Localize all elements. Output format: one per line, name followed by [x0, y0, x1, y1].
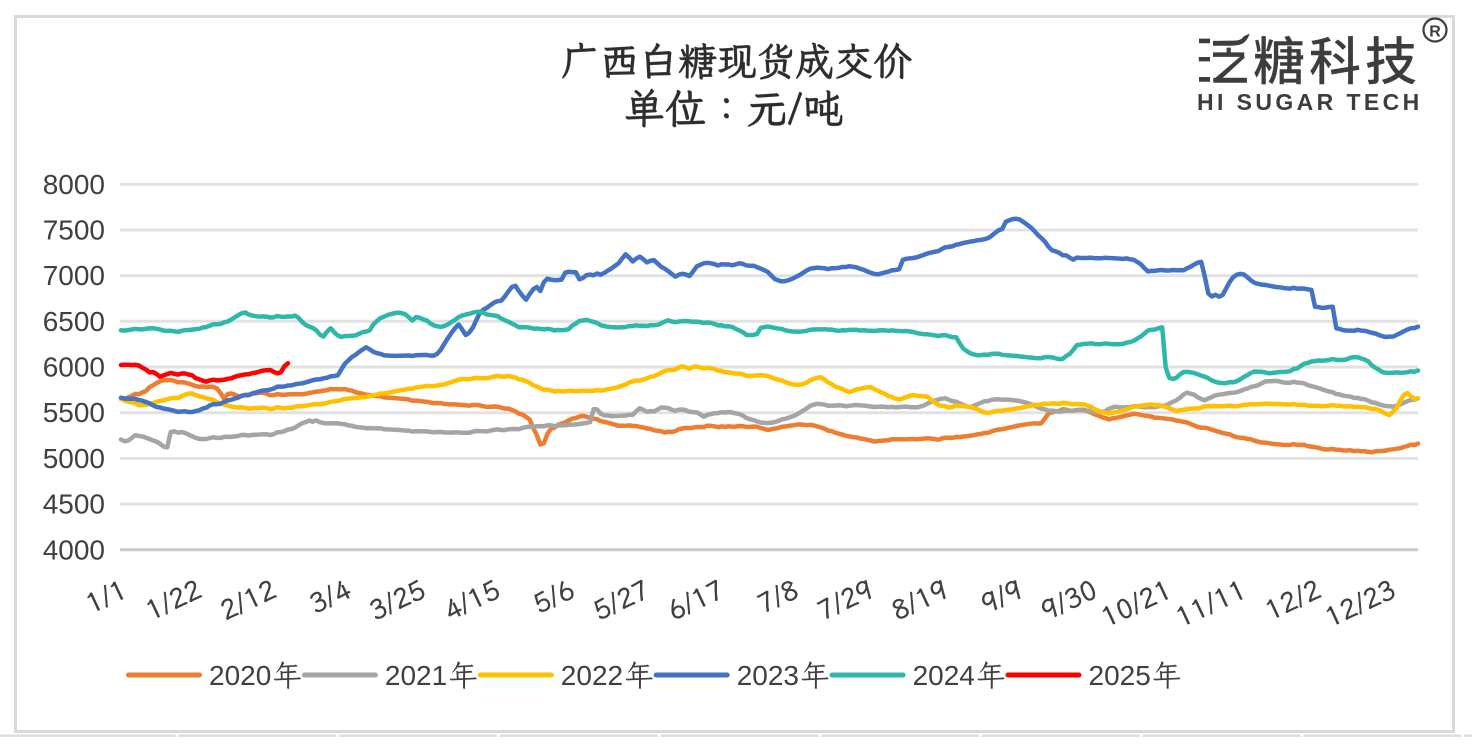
svg-text:5500: 5500: [43, 397, 105, 428]
svg-text:4500: 4500: [43, 489, 105, 520]
svg-text:2025: 2025: [1089, 660, 1151, 691]
svg-text:6500: 6500: [43, 306, 105, 337]
svg-text:2021: 2021: [385, 660, 447, 691]
svg-text:2020: 2020: [209, 660, 271, 691]
svg-text:7000: 7000: [43, 260, 105, 291]
svg-text:HI SUGAR TECH: HI SUGAR TECH: [1197, 89, 1423, 115]
svg-text:2022: 2022: [561, 660, 623, 691]
svg-text:4000: 4000: [43, 534, 105, 565]
svg-text:8000: 8000: [43, 169, 105, 200]
svg-text:2023: 2023: [737, 660, 799, 691]
svg-text:R: R: [1429, 24, 1441, 41]
svg-text:2024: 2024: [913, 660, 975, 691]
svg-text:5000: 5000: [43, 443, 105, 474]
svg-text:6000: 6000: [43, 352, 105, 383]
svg-text:7500: 7500: [43, 215, 105, 246]
